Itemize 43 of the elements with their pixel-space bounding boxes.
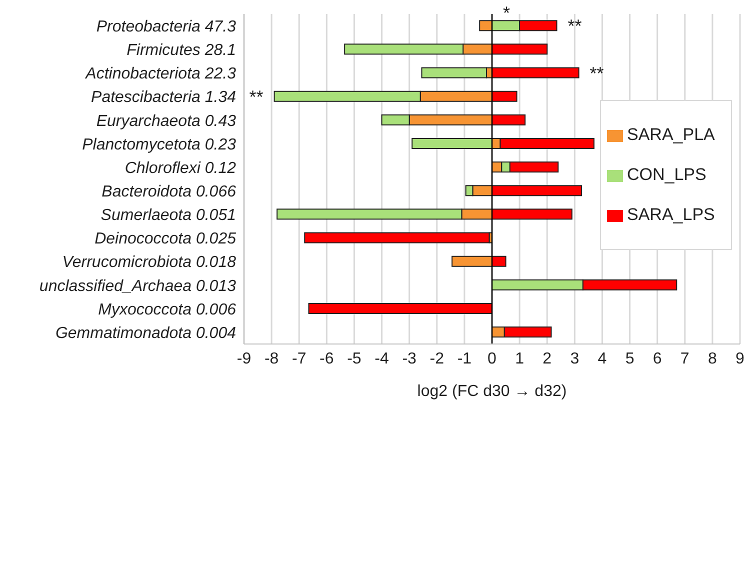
x-tick-label: -3 <box>402 350 417 368</box>
y-tick-label: Planctomycetota 0.23 <box>82 136 236 154</box>
x-tick-label: 2 <box>542 350 552 368</box>
y-tick-label: Patescibacteria 1.34 <box>91 89 236 106</box>
x-axis-title: log2 (FC d30 → d32) <box>417 383 567 400</box>
y-tick-label: Euryarchaeota 0.43 <box>96 112 236 130</box>
legend-label: CON_LPS <box>627 165 706 184</box>
y-tick-label: Bacteroidota 0.066 <box>102 183 236 200</box>
x-tick-label: -4 <box>374 350 389 368</box>
x-tick-label: -5 <box>347 350 362 368</box>
x-tick-label: -8 <box>264 350 279 368</box>
annotation: ** <box>568 16 582 36</box>
x-tick-label: 1 <box>515 350 524 368</box>
y-tick-label: Deinococcota 0.025 <box>94 230 236 248</box>
x-tick-label: -7 <box>292 350 306 368</box>
annotation: ** <box>249 86 264 107</box>
x-tick-label: -2 <box>430 350 444 368</box>
annotation: ** <box>590 63 604 84</box>
x-tick-label: 9 <box>736 350 744 368</box>
x-tick-label: -6 <box>320 350 334 368</box>
x-tick-label: 4 <box>598 350 607 368</box>
x-tick-label: -1 <box>457 350 472 368</box>
y-tick-label: Chloroflexi 0.12 <box>124 160 236 177</box>
y-tick-label: Myxococcota 0.006 <box>98 301 236 318</box>
x-tick-label: 8 <box>708 350 717 368</box>
y-tick-label: Actinobacteriota 22.3 <box>84 66 236 83</box>
x-tick-label: 3 <box>570 350 580 368</box>
bar <box>308 302 492 314</box>
annotation: * <box>503 3 510 24</box>
legend-label: SARA_LPS <box>627 205 715 224</box>
x-tick-label: 5 <box>625 350 634 368</box>
y-tick-label: Proteobacteria 47.3 <box>96 18 236 36</box>
y-tick-label: Verrucomicrobiota 0.018 <box>62 254 236 272</box>
bar <box>304 232 490 244</box>
y-tick-label: Sumerlaeota 0.051 <box>100 207 236 224</box>
x-tick-label: 0 <box>488 350 497 368</box>
x-tick-label: 6 <box>652 350 662 368</box>
y-tick-label: unclassified_Archaea 0.013 <box>39 278 236 295</box>
x-tick-label: -9 <box>236 350 252 368</box>
y-tick-label: Gemmatimonadota 0.004 <box>55 324 236 342</box>
legend-label: SARA_PLA <box>627 125 715 144</box>
y-tick-label: Firmicutes 28.1 <box>126 42 236 60</box>
x-tick-label: 7 <box>680 350 690 368</box>
